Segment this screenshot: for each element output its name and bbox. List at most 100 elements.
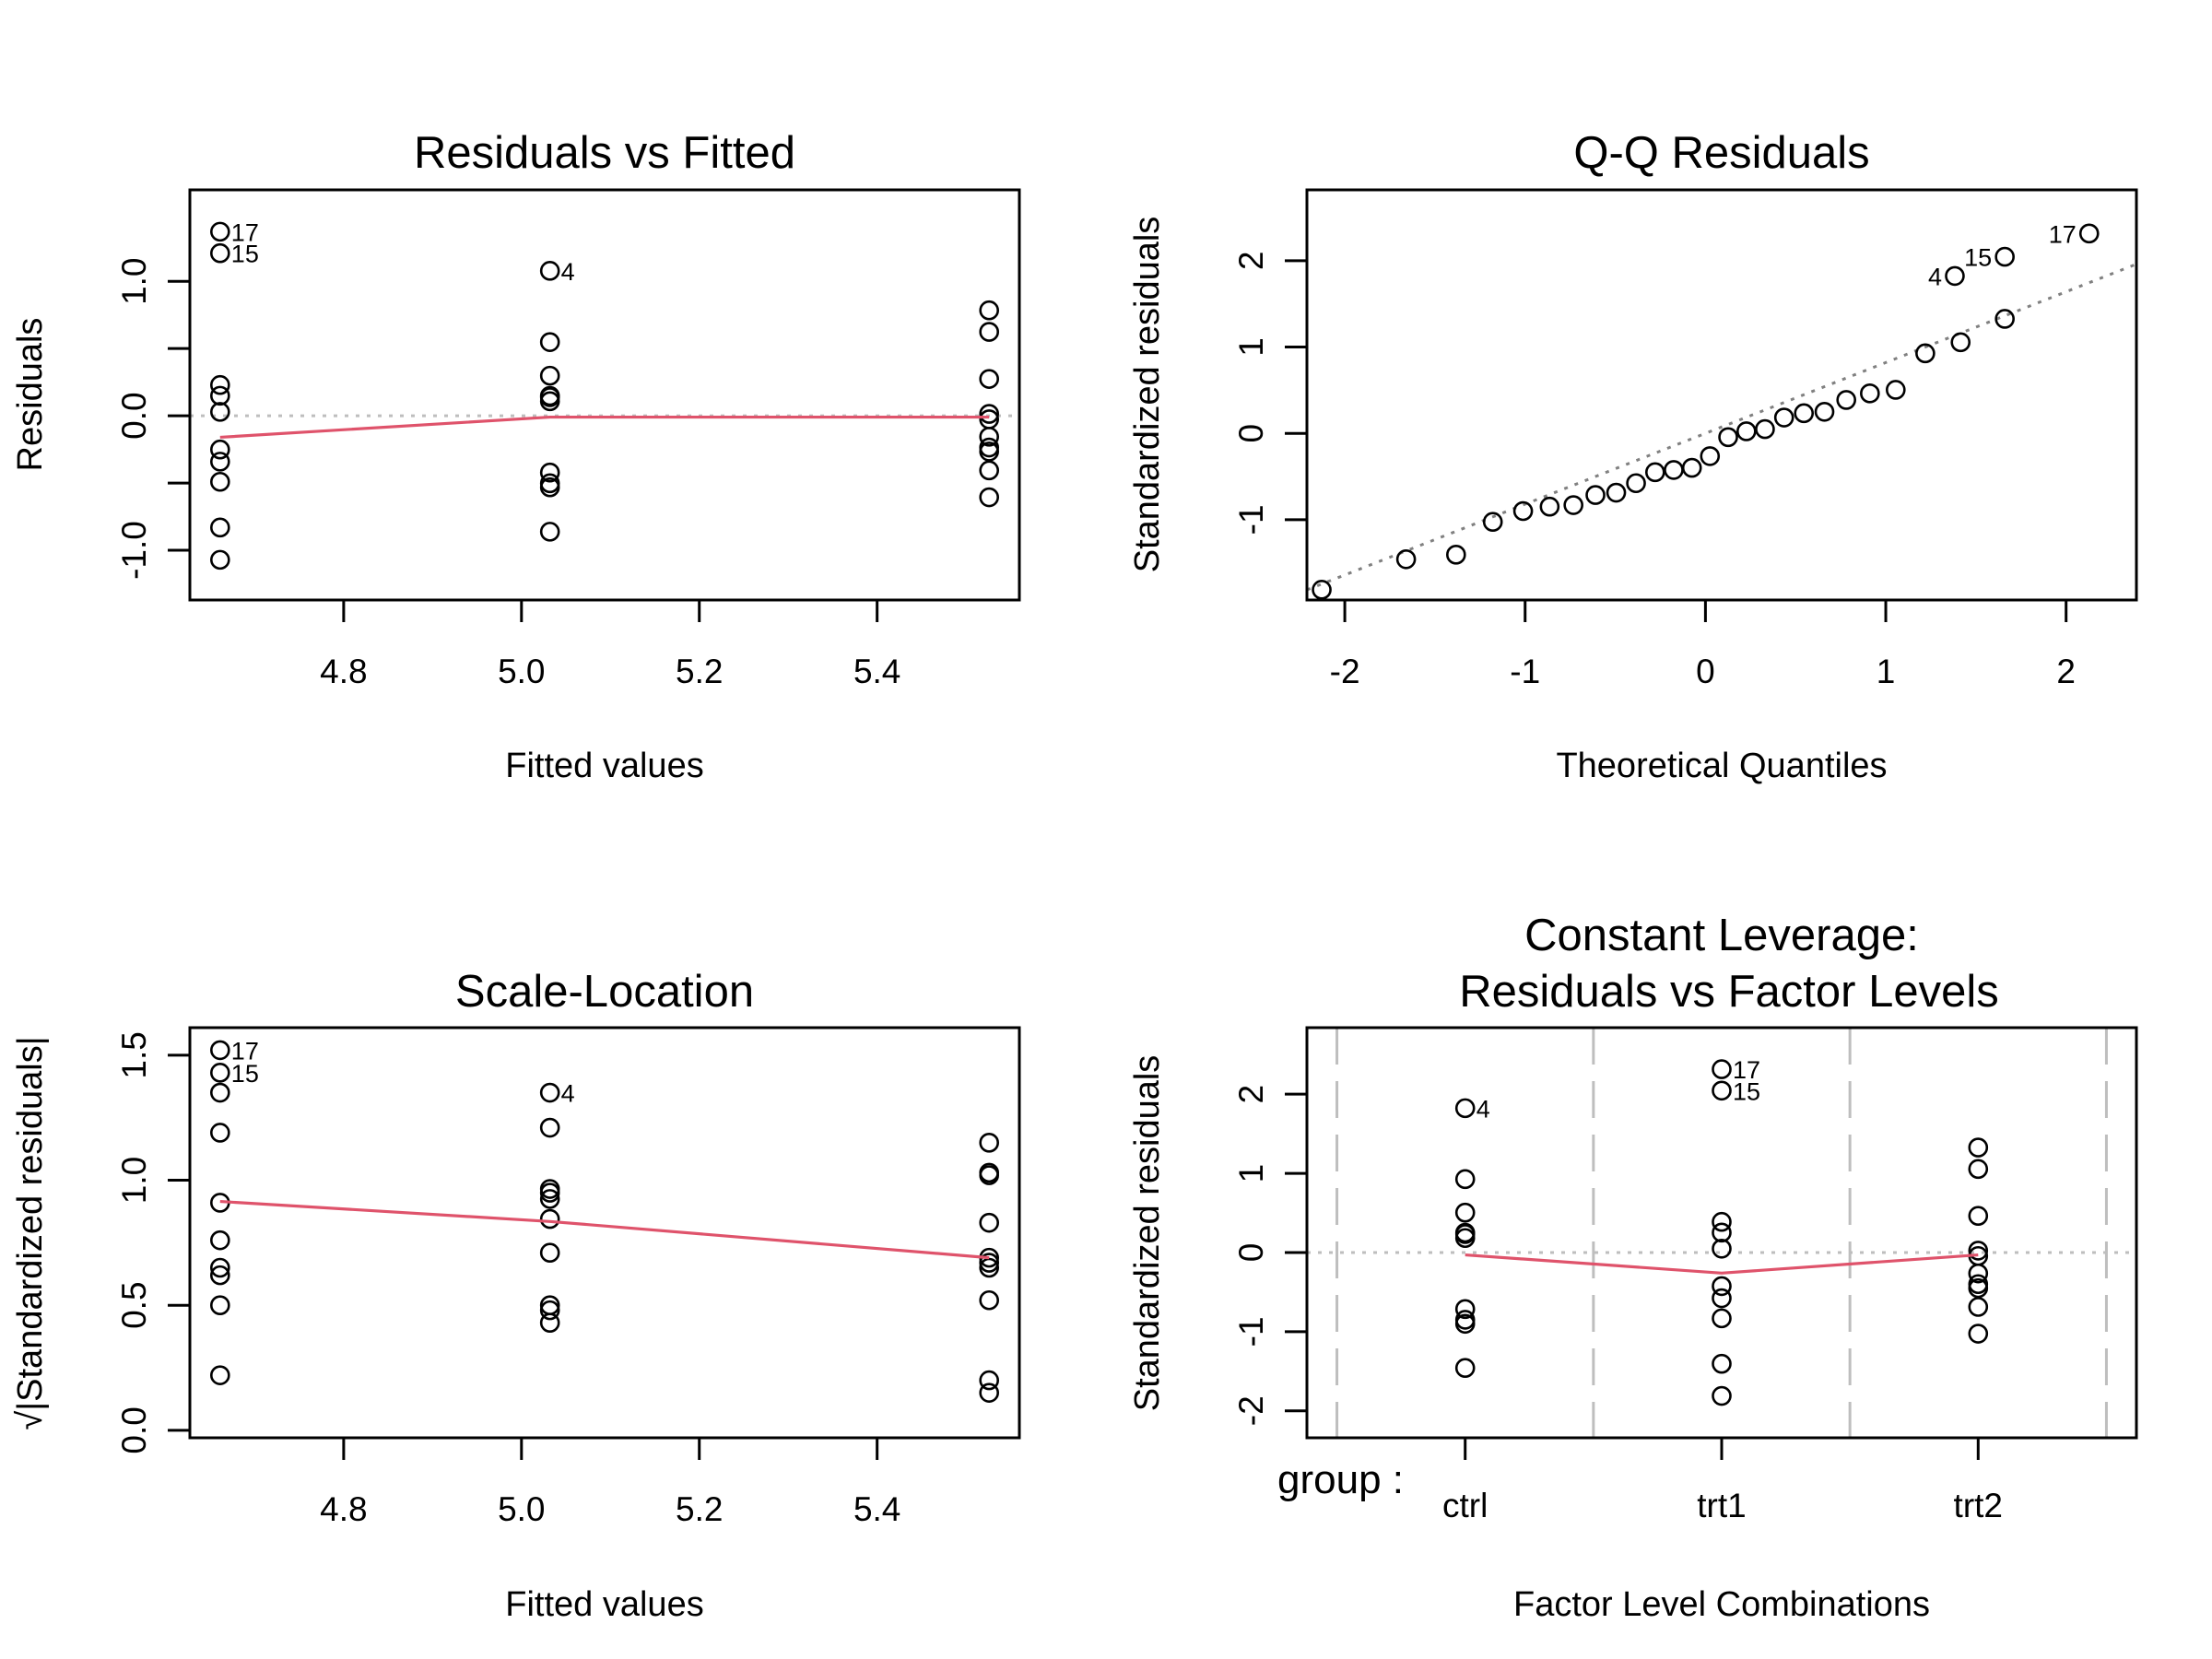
point-label: 15 (1964, 244, 1992, 272)
data-point (979, 437, 1000, 458)
y-tick-label: 1.0 (115, 257, 153, 304)
point-label: 17 (1733, 1056, 1760, 1084)
data-point (539, 473, 560, 494)
data-point (979, 300, 1000, 321)
point-label: 17 (2049, 220, 2077, 248)
data-point (1814, 401, 1835, 422)
smoother-line (219, 1199, 990, 1260)
data-point (539, 1242, 560, 1264)
data-point (1915, 343, 1936, 364)
data-point (209, 517, 230, 538)
data-point (979, 1133, 1000, 1153)
data-point (1736, 421, 1757, 441)
x-axis-label: Theoretical Quantiles (1556, 747, 1887, 785)
x-tick-label: 5.4 (853, 653, 900, 690)
data-point (539, 522, 560, 542)
data-point (1773, 407, 1794, 428)
point-label: 15 (231, 1060, 259, 1088)
data-point (979, 369, 1000, 389)
x-axis-label: Fitted values (505, 1585, 703, 1624)
point-label: 15 (1733, 1077, 1760, 1105)
x-tick-label: 4.8 (320, 1490, 367, 1528)
data-point (979, 441, 1000, 462)
panel-title-line-1: Constant Leverage: (1524, 911, 1919, 960)
y-tick-label: 0 (1232, 424, 1270, 443)
point-label: 4 (1928, 263, 1942, 290)
data-point (1446, 545, 1466, 565)
panel-qq-residuals: Q-Q Residuals Theoretical Quantiles Stan… (1128, 128, 2138, 785)
data-point (539, 332, 560, 352)
data-point (1886, 380, 1906, 400)
qq-reference-line (1307, 263, 2136, 592)
panel-scale-location: Scale-Location Fitted values √|Standardi… (11, 967, 1021, 1624)
y-tick-label: 2 (1232, 252, 1270, 271)
data-point (539, 365, 560, 386)
data-point (539, 261, 560, 281)
smoother-line (219, 415, 990, 440)
data-point (209, 1265, 230, 1286)
x-tick-label: 5.4 (853, 1490, 900, 1528)
data-point (1454, 1169, 1476, 1190)
data-point (1512, 500, 1534, 522)
y-tick-label: 1.0 (115, 1157, 153, 1204)
data-point (1585, 485, 1606, 505)
data-point (1968, 1277, 1989, 1299)
data-point (979, 1253, 1000, 1273)
data-point (1968, 1159, 1989, 1180)
y-tick-label: -1 (1232, 504, 1270, 535)
y-axis-label: Standardized residuals (1128, 217, 1167, 573)
data-point (209, 1040, 230, 1061)
data-point (1482, 512, 1503, 533)
plot-frame (1305, 1026, 2138, 1440)
data-point (1712, 1059, 1732, 1079)
panel-residuals-vs-fitted: Residuals vs Fitted Fitted values Residu… (11, 128, 1021, 785)
data-point (1712, 1353, 1732, 1374)
data-point (979, 1289, 1000, 1311)
data-point (209, 471, 230, 492)
data-point (1312, 580, 1332, 600)
data-point (1712, 1211, 1732, 1232)
data-point (1968, 1206, 1989, 1227)
sqrt-symbol: √ (11, 1411, 50, 1430)
data-point (979, 1165, 1000, 1185)
y-axis-label: Standardized residuals (1128, 1055, 1167, 1412)
data-point (539, 1300, 560, 1321)
data-point (1718, 427, 1738, 448)
data-point (1712, 1385, 1732, 1406)
data-point (209, 1257, 230, 1278)
data-point (1395, 548, 1417, 570)
x-tick-label: 5.2 (676, 653, 723, 690)
data-point (539, 1312, 560, 1333)
data-point (1664, 460, 1684, 480)
panel-title: Residuals vs Fitted (414, 128, 795, 178)
panel-title: Scale-Location (455, 967, 754, 1017)
data-point (1712, 1288, 1732, 1309)
x-tick-label: 5.0 (498, 1490, 545, 1528)
data-point (1454, 1228, 1476, 1249)
data-point (209, 1123, 230, 1143)
data-point (979, 427, 1000, 447)
x-tick-label: -1 (1510, 653, 1540, 690)
data-point (209, 549, 230, 571)
data-point (1454, 1358, 1476, 1379)
x-axis-label: Fitted values (505, 747, 703, 785)
point-label: 4 (561, 258, 575, 286)
data-point (209, 439, 230, 460)
y-axis-label: √|Standardized residuals| (11, 1036, 50, 1430)
smoother-line (1465, 1253, 1979, 1275)
x-tick-label: 5.0 (498, 653, 545, 690)
data-point (1945, 265, 1965, 287)
y-tick-label: -1.0 (115, 521, 153, 580)
y-tick-label: -2 (1232, 1395, 1270, 1426)
y-tick-label: 2 (1232, 1085, 1270, 1104)
data-point (1645, 462, 1665, 483)
data-point (1454, 1202, 1476, 1223)
y-tick-label: 1 (1232, 1164, 1270, 1183)
data-point (1994, 309, 2015, 329)
y-tick-label: 1 (1232, 337, 1270, 357)
data-point (1712, 1080, 1732, 1101)
data-point (209, 385, 230, 406)
data-point (539, 387, 560, 407)
x-axis-label: Factor Level Combinations (1513, 1585, 1930, 1624)
